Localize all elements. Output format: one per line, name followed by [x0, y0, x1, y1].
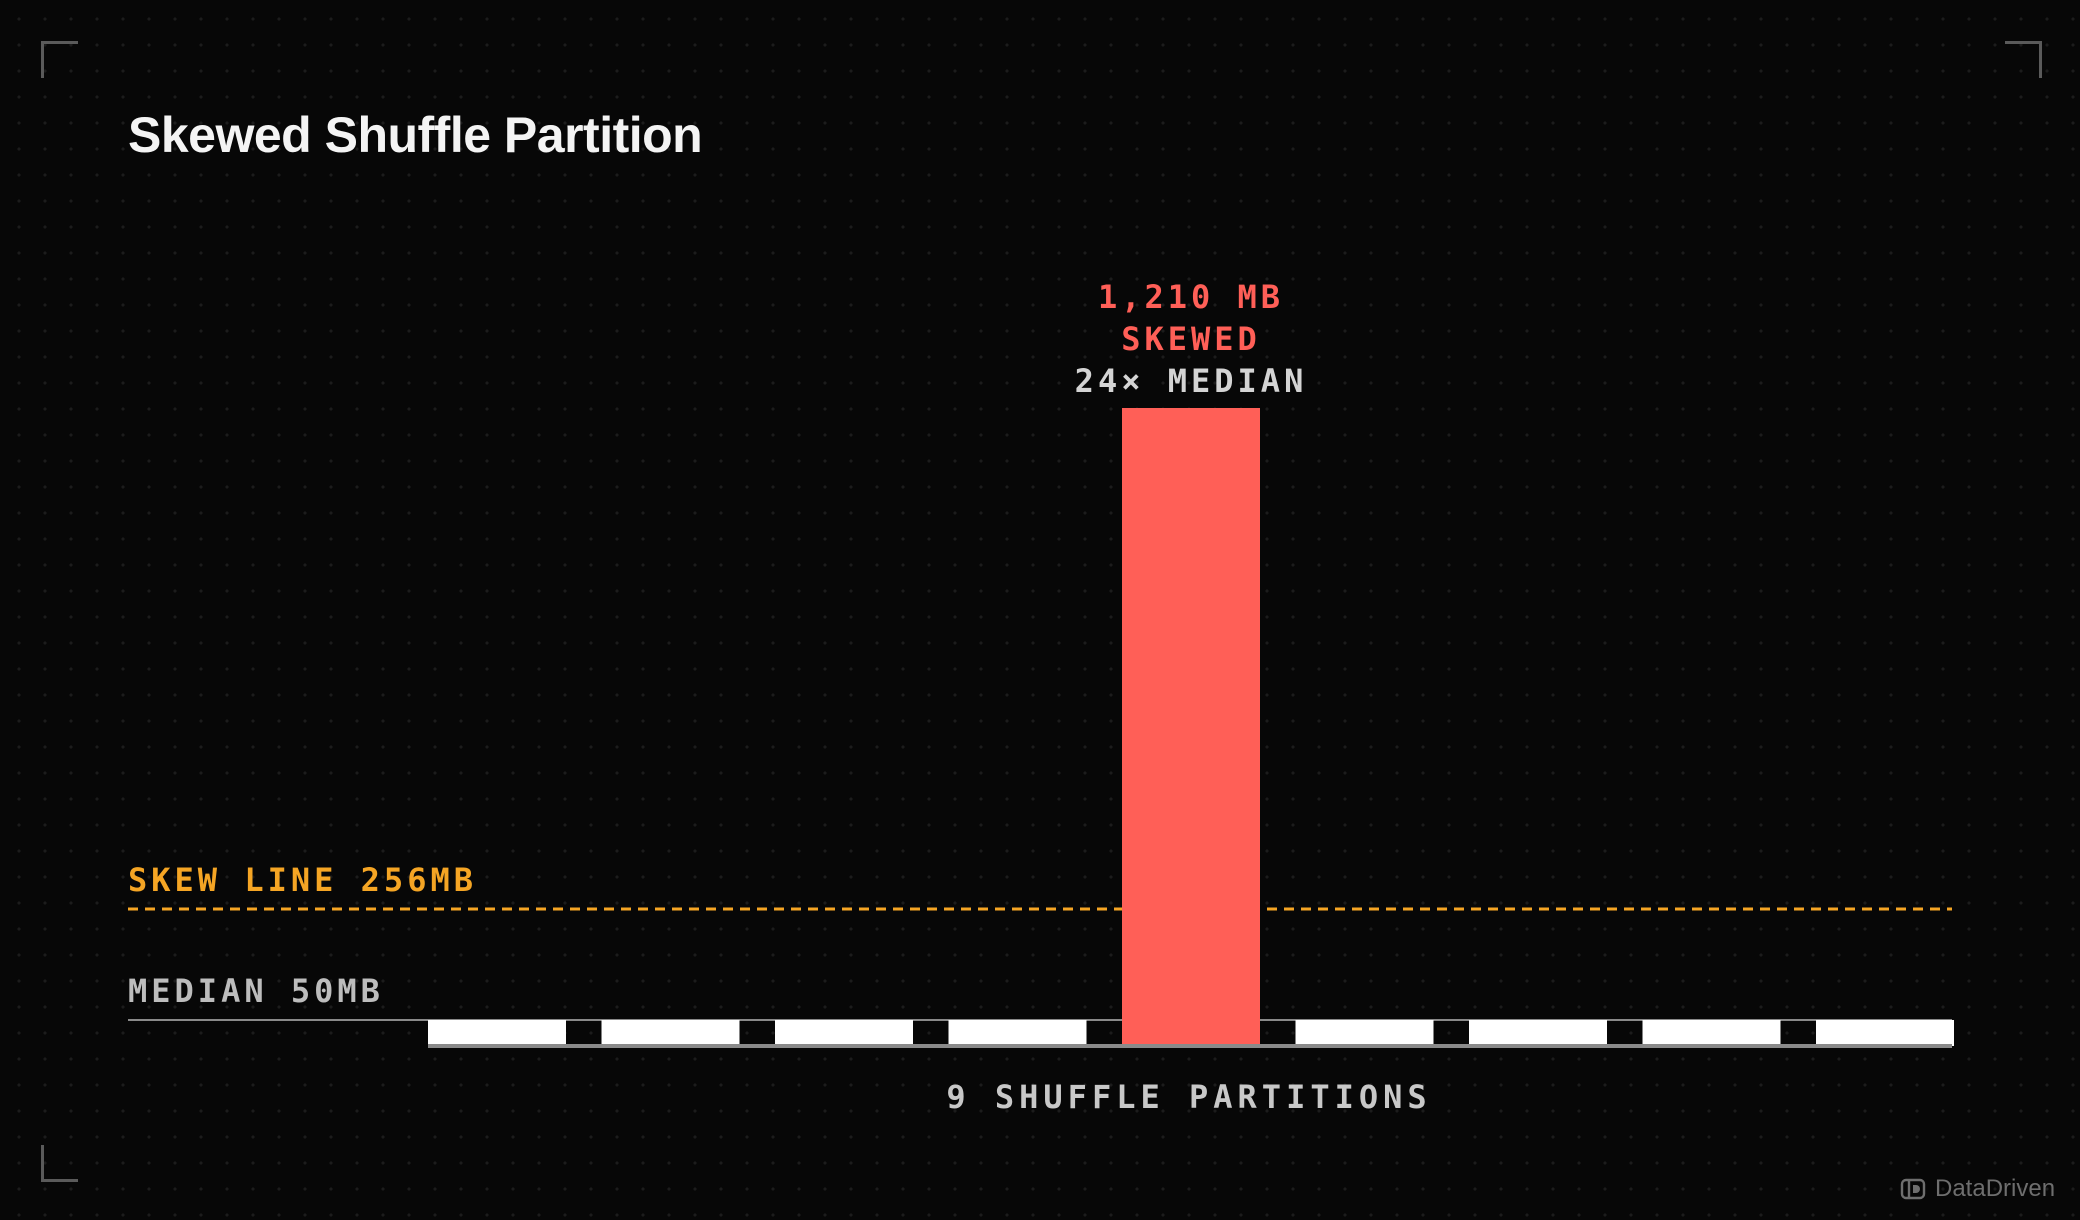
datadriven-logo-icon: [1900, 1178, 1926, 1200]
partition-bar: [1469, 1020, 1607, 1046]
partition-bar: [1295, 1020, 1434, 1046]
brand-name: DataDriven: [1935, 1175, 2056, 1202]
bars-group: [428, 408, 1954, 1046]
partition-bar: [428, 1020, 566, 1046]
partition-bar: [948, 1020, 1087, 1046]
partition-bar: [1816, 1020, 1954, 1046]
partition-bar: [775, 1020, 913, 1046]
brand-watermark: DataDriven: [1900, 1175, 2055, 1203]
skewed-value-label: 1,210 MB: [1098, 278, 1284, 316]
skewed-partition-bar: [1122, 408, 1260, 1046]
skewed-status-label: SKEWED: [1121, 320, 1261, 358]
reference-lines: SKEW LINE 256MB MEDIAN 50MB: [128, 861, 1952, 1021]
corner-bracket-bottom-left: [41, 1145, 78, 1182]
skew-threshold-label: SKEW LINE 256MB: [128, 861, 477, 899]
partition-bar: [601, 1020, 740, 1046]
chart-title: Skewed Shuffle Partition: [128, 107, 703, 163]
x-axis-label: 9 SHUFFLE PARTITIONS: [946, 1078, 1431, 1116]
partition-bar: [1642, 1020, 1781, 1046]
median-label: MEDIAN 50MB: [128, 972, 384, 1010]
corner-bracket-top-left: [41, 41, 78, 78]
skew-annotation: 1,210 MB SKEWED 24× MEDIAN: [1075, 278, 1308, 400]
corner-bracket-top-right: [2005, 41, 2042, 78]
skew-ratio-label: 24× MEDIAN: [1075, 362, 1308, 400]
